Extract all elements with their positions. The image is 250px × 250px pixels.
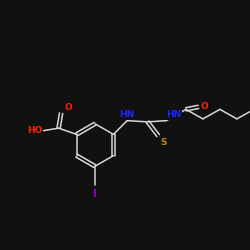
Text: HN: HN bbox=[166, 110, 182, 120]
Text: HO: HO bbox=[27, 126, 42, 135]
Text: O: O bbox=[64, 103, 72, 112]
Text: S: S bbox=[160, 138, 167, 146]
Text: HN: HN bbox=[120, 110, 135, 120]
Text: O: O bbox=[201, 102, 209, 112]
Text: I: I bbox=[93, 189, 97, 199]
